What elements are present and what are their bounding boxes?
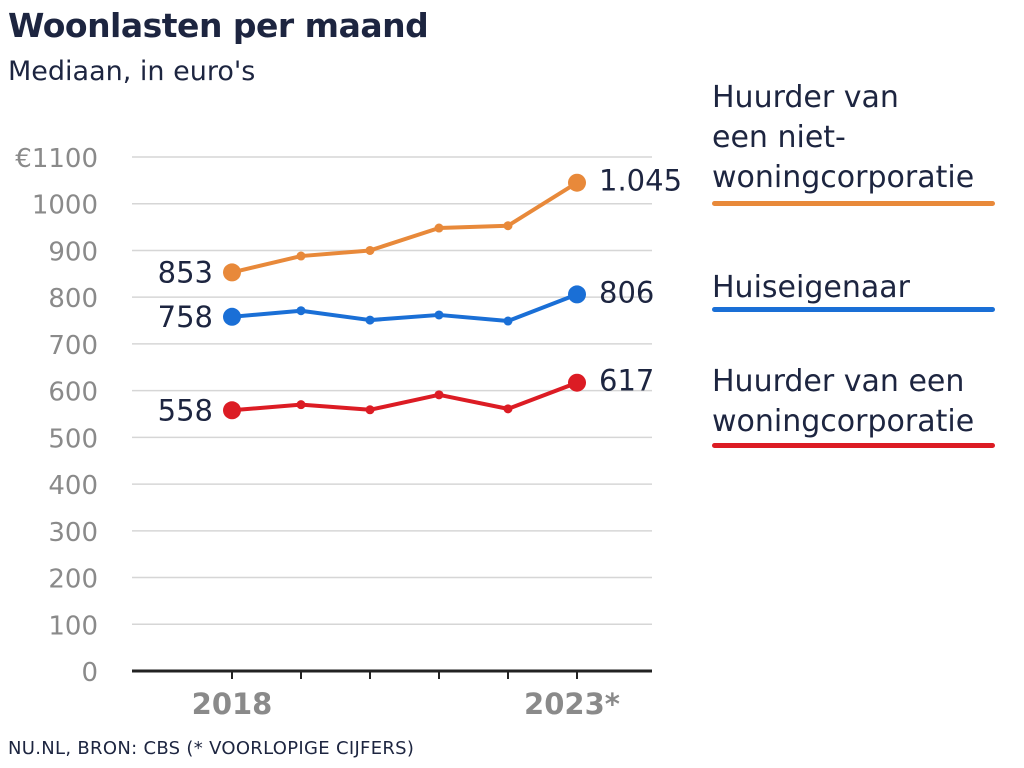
y-tick-label: 400	[48, 471, 98, 501]
data-point	[223, 263, 241, 282]
data-point	[503, 221, 513, 231]
legend-swatch-orange	[712, 201, 995, 206]
legend-swatch-red	[712, 443, 995, 448]
legend-label-line: een niet-	[712, 120, 846, 155]
legend-entry-blue: Huiseigenaar	[712, 268, 1012, 308]
data-point	[223, 401, 241, 420]
y-tick-label: 500	[48, 424, 98, 454]
series-line	[230, 380, 579, 413]
series-line	[230, 180, 579, 275]
series-line	[230, 292, 579, 324]
y-tick-label: 900	[48, 237, 98, 267]
legend-label-line: woningcorporatie	[712, 160, 975, 195]
y-tick-label: 0	[81, 658, 98, 688]
data-point	[503, 404, 513, 414]
data-label-end: 1.045	[599, 164, 682, 198]
data-point	[365, 245, 375, 255]
data-point	[503, 316, 513, 326]
chart-title: Woonlasten per maand	[8, 6, 429, 45]
data-label-end: 617	[599, 364, 654, 398]
legend-entry-red: Huurder van een woningcorporatie	[712, 362, 1012, 442]
legend-label-line: Huurder van	[712, 80, 899, 115]
data-label-start: 558	[158, 393, 213, 427]
data-label-start: 853	[158, 255, 213, 289]
y-tick-label: 800	[48, 284, 98, 314]
data-label-start: 758	[158, 300, 213, 334]
data-point	[296, 251, 306, 261]
x-tick-label: 2023*	[524, 687, 620, 721]
legend-label-line: woningcorporatie	[712, 404, 975, 439]
y-tick-label: 100	[48, 611, 98, 641]
chart-subtitle: Mediaan, in euro's	[8, 56, 256, 87]
y-tick-label: 200	[48, 565, 98, 595]
x-tick-label: 2018	[192, 687, 273, 721]
data-point	[434, 223, 444, 233]
legend-label-line: Huurder van een	[712, 364, 965, 399]
data-point	[365, 405, 375, 415]
data-point	[568, 373, 586, 392]
source-note: NU.NL, BRON: CBS (* VOORLOPIGE CIJFERS)	[8, 738, 415, 759]
data-label-end: 806	[599, 275, 654, 309]
data-point	[223, 307, 241, 326]
data-point	[568, 285, 586, 304]
legend-entry-orange: Huurder van een niet- woningcorporatie	[712, 78, 1012, 198]
data-point	[365, 315, 375, 325]
data-point	[434, 390, 444, 400]
legend-swatch-blue	[712, 307, 995, 312]
y-tick-label: 600	[48, 378, 98, 408]
y-tick-label: 300	[48, 518, 98, 548]
data-point	[434, 310, 444, 320]
y-tick-label: 1000	[32, 191, 98, 221]
legend-label-line: Huiseigenaar	[712, 270, 910, 305]
data-point	[296, 400, 306, 410]
y-tick-label: 700	[48, 331, 98, 361]
data-point	[296, 306, 306, 316]
data-point	[568, 173, 586, 192]
y-tick-label: €1100	[15, 144, 98, 174]
